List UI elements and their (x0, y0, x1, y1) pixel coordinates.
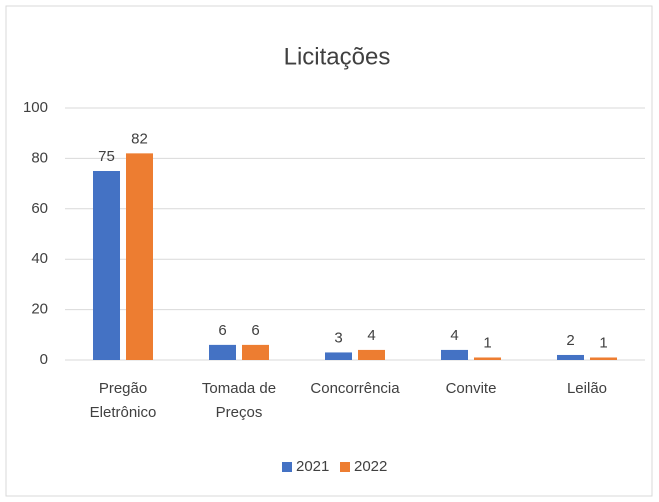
bar (93, 171, 120, 360)
legend-swatch (282, 462, 292, 472)
bar (557, 354, 584, 360)
bar (474, 357, 501, 360)
legend-swatch (340, 462, 350, 472)
y-tick-label: 40 (31, 250, 48, 267)
legend-label: 2021 (296, 458, 329, 475)
data-label: 1 (599, 334, 607, 351)
bar (126, 153, 153, 360)
data-label: 4 (450, 327, 458, 344)
data-label: 1 (483, 334, 491, 351)
bar (209, 344, 236, 360)
x-tick-label: Concorrência (310, 380, 400, 397)
y-tick-label: 60 (31, 200, 48, 217)
data-label: 6 (218, 322, 226, 339)
data-label: 6 (251, 322, 259, 339)
bar (242, 344, 269, 360)
x-tick-label: Tomada de Preços (201, 380, 277, 421)
data-label: 4 (367, 327, 375, 344)
bar (358, 349, 385, 360)
bar (441, 349, 468, 360)
data-label: 82 (131, 130, 148, 147)
data-label: 75 (98, 148, 115, 165)
y-tick-label: 20 (31, 301, 48, 318)
x-tick-label: Convite (445, 380, 497, 397)
data-label: 3 (334, 329, 342, 346)
chart-title: Licitações (284, 43, 391, 70)
legend-label: 2022 (354, 458, 387, 475)
bar (590, 357, 617, 360)
y-tick-label: 0 (40, 351, 48, 368)
y-tick-label: 100 (23, 99, 48, 116)
data-label: 2 (566, 332, 574, 349)
x-tick-label: Pregão Eletrônico (89, 380, 157, 421)
y-tick-label: 80 (31, 149, 48, 166)
x-tick-label: Leilão (566, 380, 608, 397)
bar (325, 352, 352, 360)
